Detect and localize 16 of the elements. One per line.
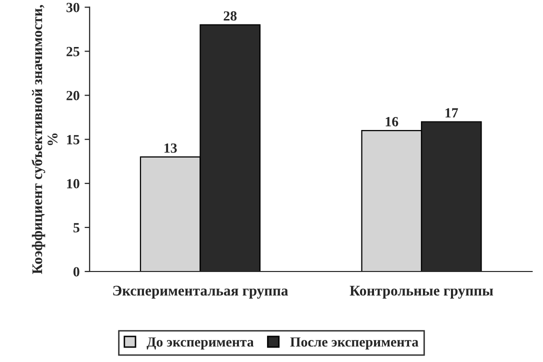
legend-label: До эксперимента <box>146 337 254 350</box>
y-tick-label: 30 <box>66 2 80 12</box>
data-label: 28 <box>224 11 237 21</box>
legend-label: После эксперимента <box>290 337 418 350</box>
data-label: 16 <box>386 117 398 126</box>
y-tick-label: 25 <box>66 46 80 56</box>
x-tick-label: Экспериментальая группа <box>113 286 288 299</box>
y-tick-label: 0 <box>73 267 80 276</box>
data-label: 17 <box>446 108 458 118</box>
y-axis-title: Коэффициент субъективной значимости, % <box>32 5 58 274</box>
x-tick-label: Контрольные группы <box>350 286 494 299</box>
y-tick-label: 5 <box>73 223 80 232</box>
y-tick-label: 20 <box>66 90 80 100</box>
y-tick-label: 15 <box>67 135 80 144</box>
data-label: 13 <box>164 143 177 153</box>
y-tick-label: 10 <box>67 178 80 188</box>
